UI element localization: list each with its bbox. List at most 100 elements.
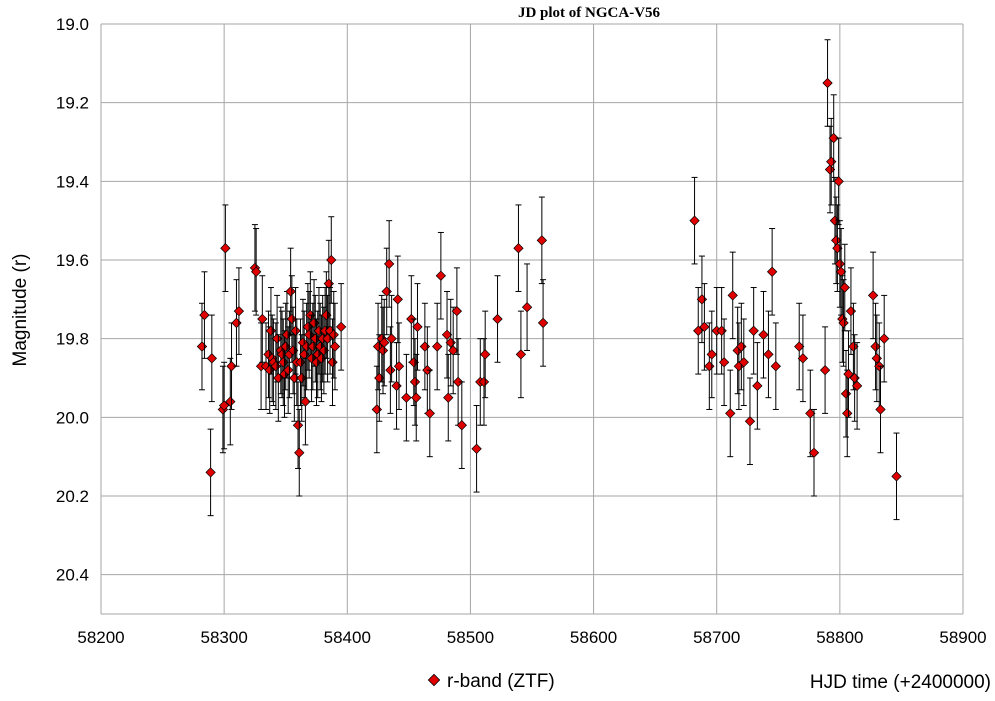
data-point [300, 357, 311, 446]
diamond-marker [848, 341, 859, 352]
diamond-marker [412, 321, 423, 333]
data-point [706, 310, 717, 399]
x-tick-label: 58200 [77, 628, 124, 647]
data-point [725, 369, 736, 458]
x-tick-labels: 58200 58300 58400 58500 58600 58700 58800 58900 [77, 628, 986, 647]
data-point [838, 279, 849, 367]
legend-label: r-band (ZTF) [447, 671, 555, 692]
diamond-marker [738, 357, 749, 368]
diamond-marker [515, 349, 527, 360]
data-point [794, 302, 805, 391]
data-point [329, 302, 341, 391]
y-tick-label: 19.8 [56, 330, 89, 349]
diamond-marker [456, 420, 467, 431]
data-point [271, 294, 283, 383]
y-tick-label: 20.0 [56, 408, 89, 427]
data-point [443, 353, 454, 442]
diamond-marker [839, 282, 850, 293]
data-point [834, 220, 846, 308]
data-point [805, 369, 816, 458]
data-point [770, 322, 781, 410]
diamond-marker [335, 321, 347, 333]
diamond-marker [478, 376, 490, 388]
data-point [225, 357, 236, 446]
data-point [738, 318, 749, 407]
legend-marker [427, 673, 441, 687]
data-point [797, 314, 809, 403]
diamond-marker [452, 376, 464, 388]
data-point [808, 408, 820, 497]
data-point [867, 251, 879, 340]
data-point [521, 263, 533, 351]
y-tick-label: 20.4 [56, 566, 89, 585]
data-point [839, 243, 850, 332]
diamond-marker [443, 392, 454, 403]
diamond-marker [744, 416, 756, 427]
data-point [819, 326, 831, 414]
diamond-marker [290, 325, 301, 336]
diamond-marker [386, 333, 397, 344]
diamond-marker [838, 317, 849, 329]
diamond-marker [689, 215, 700, 226]
legend: r-band (ZTF) [427, 671, 555, 692]
data-point [689, 176, 700, 265]
diamond-marker [424, 408, 435, 419]
diamond-marker [300, 396, 311, 407]
diamond-marker [763, 349, 774, 360]
data-point [411, 353, 422, 442]
diamond-marker [250, 266, 262, 277]
diamond-marker [326, 254, 337, 266]
data-point [744, 377, 756, 466]
diamond-marker [867, 290, 879, 301]
data-point [833, 137, 844, 226]
diamond-marker [758, 329, 769, 340]
data-point [435, 231, 447, 320]
data-point [441, 290, 453, 379]
diamond-marker [770, 361, 781, 372]
data-point [536, 196, 548, 285]
data-point [250, 228, 262, 316]
diamond-marker [383, 258, 395, 270]
data-point [206, 314, 217, 403]
data-point [537, 279, 549, 367]
data-point [335, 283, 347, 371]
diamond-marker [766, 266, 778, 277]
data-point [297, 298, 309, 387]
data-point [448, 306, 459, 395]
diamond-marker [271, 333, 283, 344]
diamond-marker [822, 77, 833, 89]
data-point [752, 342, 763, 430]
data-point [218, 361, 230, 450]
y-axis-label: Magnitude (r) [10, 254, 31, 367]
diamond-marker [536, 235, 548, 246]
data-point [386, 294, 397, 383]
diamond-marker [752, 380, 763, 392]
diamond-marker [218, 400, 230, 411]
diamond-marker [441, 329, 453, 340]
data-point [471, 405, 482, 493]
data-point [283, 326, 294, 414]
diamond-marker [435, 270, 447, 281]
y-tick-label: 19.6 [56, 251, 89, 270]
diamond-marker [706, 349, 717, 360]
data-point [452, 338, 464, 426]
diamond-marker [379, 337, 390, 348]
y-tick-label: 20.2 [56, 487, 89, 506]
data-point [492, 275, 503, 363]
diamond-marker [891, 471, 902, 482]
diamond-marker [409, 376, 421, 388]
data-point [748, 287, 759, 375]
y-tick-labels: 19.0 19.2 19.4 19.6 19.8 20.0 20.2 20.4 [56, 15, 89, 585]
chart-title: JD plot of NGCA-V56 [518, 5, 661, 21]
diamond-marker [411, 392, 422, 403]
diamond-marker [693, 325, 704, 336]
grid [100, 23, 964, 615]
diamond-marker [205, 467, 216, 478]
diamond-marker [851, 380, 863, 392]
diamond-marker [808, 447, 820, 458]
data-point [432, 302, 443, 391]
x-tick-label: 58500 [447, 628, 494, 647]
data-point [763, 310, 774, 399]
diamond-marker [797, 353, 809, 364]
